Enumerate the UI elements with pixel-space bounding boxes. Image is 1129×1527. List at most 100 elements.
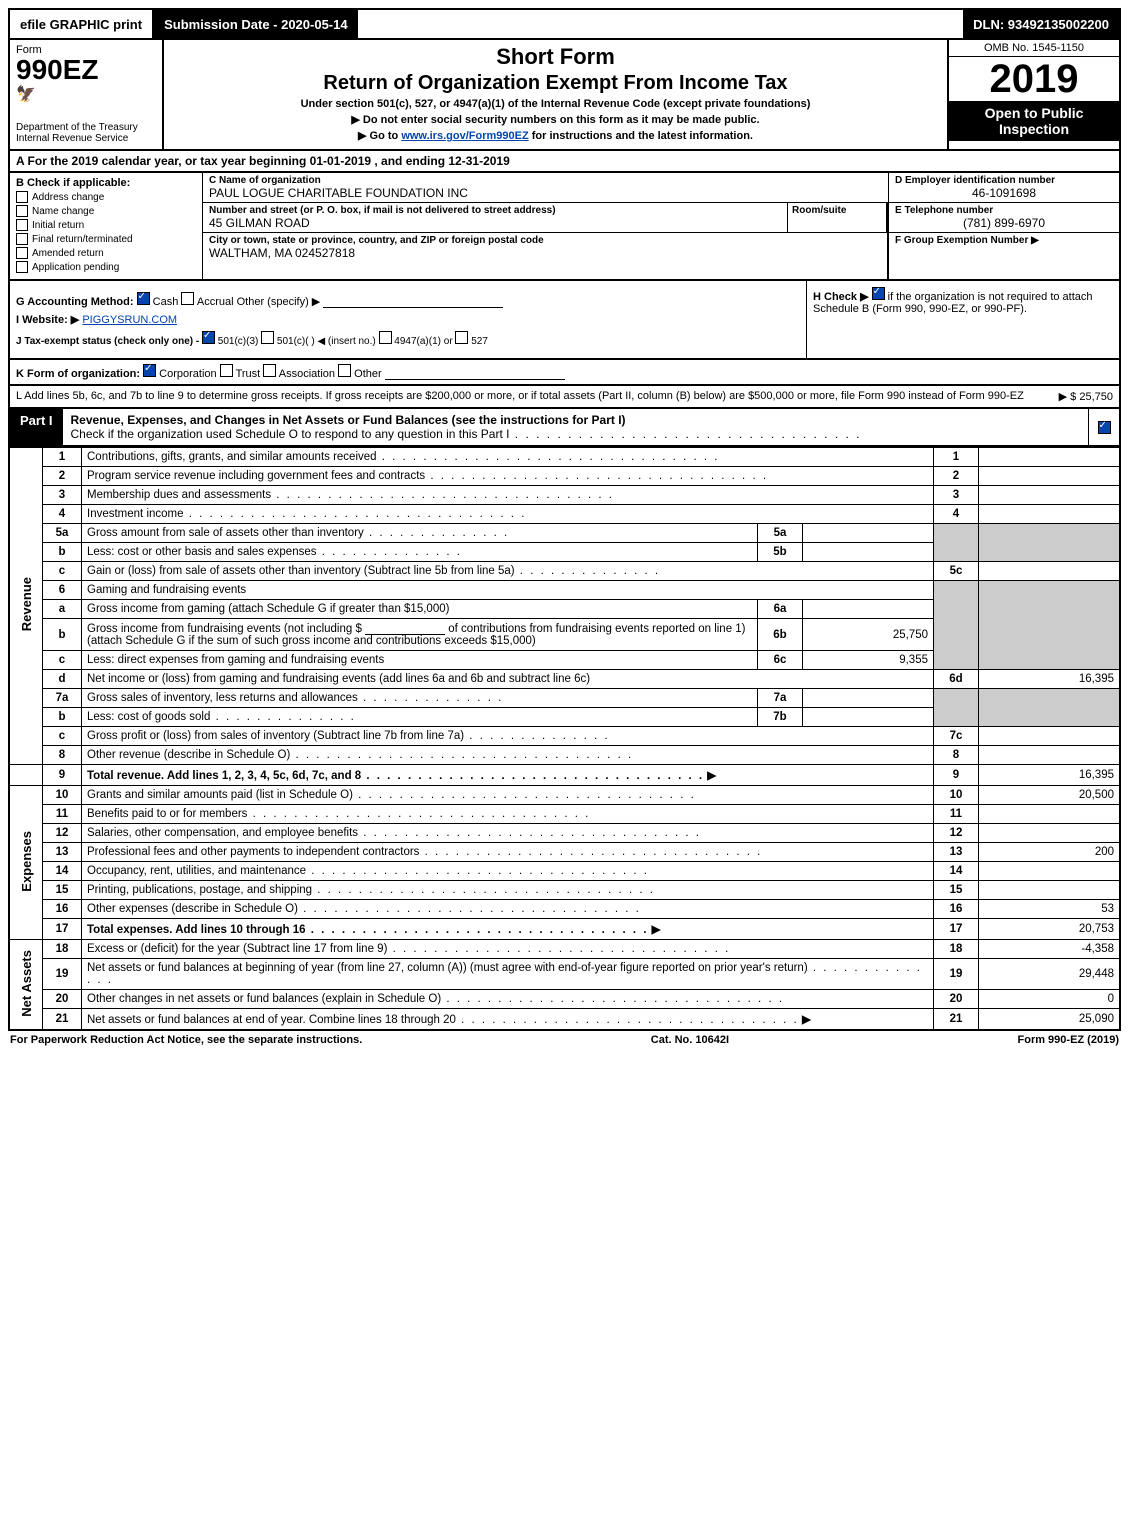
chk-527[interactable] <box>455 331 468 344</box>
top-bar: efile GRAPHIC print Submission Date - 20… <box>8 8 1121 40</box>
line-14-desc: Occupancy, rent, utilities, and maintena… <box>87 865 649 877</box>
irs-link[interactable]: www.irs.gov/Form990EZ <box>401 130 528 142</box>
open-to-public: Open to Public Inspection <box>949 101 1119 141</box>
lbl-application-pending: Application pending <box>32 262 119 273</box>
org-name: PAUL LOGUE CHARITABLE FOUNDATION INC <box>209 186 882 200</box>
lbl-cash: Cash <box>153 296 179 308</box>
val-10: 20,500 <box>979 786 1121 805</box>
lbl-amended: Amended return <box>32 248 104 259</box>
chk-initial-return[interactable] <box>16 219 28 231</box>
lbl-501c: 501(c)( ) ◀ (insert no.) <box>277 336 376 347</box>
netassets-side-label: Net Assets <box>19 950 34 1017</box>
d-label: D Employer identification number <box>895 175 1113 186</box>
line-3-desc: Membership dues and assessments <box>87 489 614 501</box>
line-7b-desc: Less: cost of goods sold <box>87 711 356 723</box>
i-label: I Website: ▶ <box>16 314 79 326</box>
part-i-table: Revenue 1Contributions, gifts, grants, a… <box>8 447 1121 1031</box>
goto-post: for instructions and the latest informat… <box>529 130 753 142</box>
omb-number: OMB No. 1545-1150 <box>949 40 1119 57</box>
line-12-desc: Salaries, other compensation, and employ… <box>87 827 701 839</box>
footer-left: For Paperwork Reduction Act Notice, see … <box>10 1034 362 1046</box>
chk-other-org[interactable] <box>338 364 351 377</box>
chk-address-change[interactable] <box>16 191 28 203</box>
chk-trust[interactable] <box>220 364 233 377</box>
h-label: H Check ▶ <box>813 291 869 303</box>
val-6c: 9,355 <box>803 651 934 670</box>
line-6a-desc: Gross income from gaming (attach Schedul… <box>82 600 758 619</box>
line-9-desc: Total revenue. Add lines 1, 2, 3, 4, 5c,… <box>87 770 704 782</box>
line-13-desc: Professional fees and other payments to … <box>87 846 762 858</box>
efile-print-button[interactable]: efile GRAPHIC print <box>10 10 154 38</box>
chk-association[interactable] <box>263 364 276 377</box>
val-20: 0 <box>979 990 1121 1009</box>
lbl-other-method: Other (specify) ▶ <box>237 296 321 308</box>
val-18: -4,358 <box>979 940 1121 959</box>
val-6d: 16,395 <box>979 670 1121 689</box>
line-16-desc: Other expenses (describe in Schedule O) <box>87 903 641 915</box>
telephone: (781) 899-6970 <box>895 216 1113 230</box>
lbl-accrual: Accrual <box>197 296 234 308</box>
chk-schedule-b[interactable] <box>872 287 885 300</box>
row-l: L Add lines 5b, 6c, and 7b to line 9 to … <box>8 386 1121 409</box>
line-15-desc: Printing, publications, postage, and shi… <box>87 884 655 896</box>
lbl-address-change: Address change <box>32 192 104 203</box>
row-g: G Accounting Method: Cash Accrual Other … <box>16 292 800 308</box>
val-13: 200 <box>979 843 1121 862</box>
ein: 46-1091698 <box>895 186 1113 200</box>
room-label: Room/suite <box>792 205 882 216</box>
line-6b-pre: Gross income from fundraising events (no… <box>87 623 362 635</box>
part-i-header: Part I Revenue, Expenses, and Changes in… <box>8 409 1121 447</box>
page-footer: For Paperwork Reduction Act Notice, see … <box>8 1031 1121 1049</box>
line-6d-desc: Net income or (loss) from gaming and fun… <box>82 670 934 689</box>
chk-name-change[interactable] <box>16 205 28 217</box>
chk-501c3[interactable] <box>202 331 215 344</box>
f-label: F Group Exemption Number ▶ <box>895 235 1113 246</box>
line-2-desc: Program service revenue including govern… <box>87 470 768 482</box>
form-header: Form 990EZ 🦅 Department of the Treasury … <box>8 40 1121 151</box>
row-j: J Tax-exempt status (check only one) - 5… <box>16 331 800 347</box>
eagle-icon: 🦅 <box>16 84 156 104</box>
revenue-side-label: Revenue <box>19 577 34 631</box>
title-return: Return of Organization Exempt From Incom… <box>172 72 939 95</box>
addr-label: Number and street (or P. O. box, if mail… <box>209 205 781 216</box>
line-19-desc: Net assets or fund balances at beginning… <box>87 962 922 986</box>
lbl-corporation: Corporation <box>159 368 216 380</box>
tax-year: 2019 <box>949 57 1119 101</box>
row-k: K Form of organization: Corporation Trus… <box>8 360 1121 386</box>
line-1-desc: Contributions, gifts, grants, and simila… <box>87 451 719 463</box>
department-label: Department of the Treasury <box>16 122 156 133</box>
lbl-527: 527 <box>471 336 488 347</box>
chk-amended[interactable] <box>16 247 28 259</box>
goto-line: ▶ Go to www.irs.gov/Form990EZ for instru… <box>172 129 939 142</box>
chk-final-return[interactable] <box>16 233 28 245</box>
submission-date-button[interactable]: Submission Date - 2020-05-14 <box>154 10 358 38</box>
chk-application-pending[interactable] <box>16 261 28 273</box>
chk-501c[interactable] <box>261 331 274 344</box>
part-i-subtitle: Check if the organization used Schedule … <box>71 427 862 441</box>
row-a-tax-year: A For the 2019 calendar year, or tax yea… <box>8 151 1121 173</box>
g-label: G Accounting Method: <box>16 296 134 308</box>
c-name-label: C Name of organization <box>209 175 882 186</box>
chk-4947[interactable] <box>379 331 392 344</box>
line-6c-desc: Less: direct expenses from gaming and fu… <box>87 654 384 666</box>
row-i: I Website: ▶ PIGGYSRUN.COM <box>16 313 800 326</box>
subtitle: Under section 501(c), 527, or 4947(a)(1)… <box>172 98 939 110</box>
chk-schedule-o[interactable] <box>1098 421 1111 434</box>
footer-catalog: Cat. No. 10642I <box>651 1034 729 1046</box>
ssn-warning: ▶ Do not enter social security numbers o… <box>172 113 939 126</box>
line-10-desc: Grants and similar amounts paid (list in… <box>87 789 696 801</box>
line-4-desc: Investment income <box>87 508 526 520</box>
entity-block: B Check if applicable: Address change Na… <box>8 173 1121 281</box>
chk-corporation[interactable] <box>143 364 156 377</box>
website-link[interactable]: PIGGYSRUN.COM <box>82 314 177 326</box>
val-9: 16,395 <box>979 765 1121 786</box>
title-short-form: Short Form <box>172 44 939 70</box>
val-19: 29,448 <box>979 959 1121 990</box>
dln-label: DLN: 93492135002200 <box>963 10 1119 38</box>
l-text: L Add lines 5b, 6c, and 7b to line 9 to … <box>16 390 1051 403</box>
city-label: City or town, state or province, country… <box>209 235 881 246</box>
part-i-title: Revenue, Expenses, and Changes in Net As… <box>71 413 626 427</box>
chk-accrual[interactable] <box>181 292 194 305</box>
chk-cash[interactable] <box>137 292 150 305</box>
line-7c-desc: Gross profit or (loss) from sales of inv… <box>87 730 610 742</box>
